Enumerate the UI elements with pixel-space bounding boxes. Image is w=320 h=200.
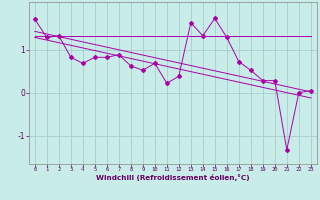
X-axis label: Windchill (Refroidissement éolien,°C): Windchill (Refroidissement éolien,°C) bbox=[96, 174, 250, 181]
